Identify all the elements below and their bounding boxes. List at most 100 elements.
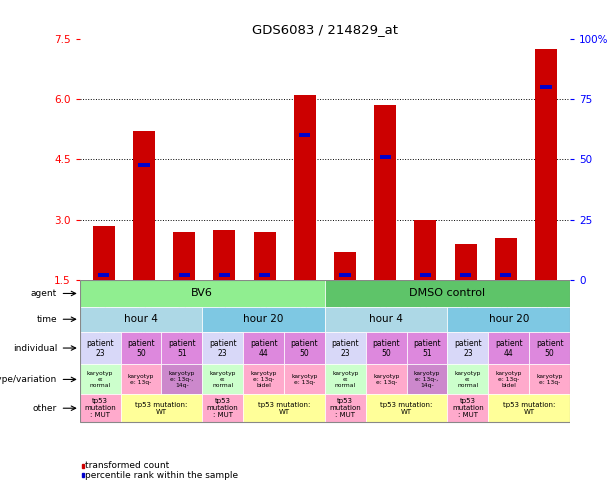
- Text: transformed count: transformed count: [85, 461, 170, 470]
- Text: patient
44: patient 44: [495, 339, 523, 357]
- Text: karyotyp
e:
normal: karyotyp e: normal: [210, 371, 236, 387]
- Text: time: time: [37, 315, 57, 324]
- Bar: [254, 232, 276, 280]
- Bar: [325, 364, 366, 395]
- Text: percentile rank within the sample: percentile rank within the sample: [85, 471, 238, 480]
- Bar: [161, 364, 202, 395]
- Bar: [80, 395, 121, 422]
- Bar: [420, 273, 431, 277]
- Bar: [299, 133, 310, 137]
- Bar: [334, 252, 356, 280]
- Text: karyotyp
e:
normal: karyotyp e: normal: [455, 371, 481, 387]
- Bar: [460, 273, 471, 277]
- Bar: [80, 307, 202, 332]
- Bar: [447, 307, 570, 332]
- Bar: [243, 332, 284, 364]
- Bar: [161, 332, 202, 364]
- Text: karyotyp
e: 13q-,
14q-: karyotyp e: 13q-, 14q-: [169, 371, 195, 387]
- Bar: [325, 307, 447, 332]
- Text: karyotyp
e: 13q-
bidel: karyotyp e: 13q- bidel: [250, 371, 277, 387]
- Bar: [489, 332, 529, 364]
- Bar: [366, 332, 406, 364]
- Bar: [133, 131, 155, 280]
- Bar: [495, 238, 517, 280]
- Bar: [447, 332, 489, 364]
- Text: hour 4: hour 4: [124, 314, 158, 324]
- Bar: [202, 395, 243, 422]
- Text: tp53
mutation
: MUT: tp53 mutation : MUT: [84, 398, 116, 418]
- Bar: [529, 364, 570, 395]
- Text: karyotyp
e:
normal: karyotyp e: normal: [87, 371, 113, 387]
- Bar: [98, 273, 110, 277]
- Text: hour 20: hour 20: [489, 314, 529, 324]
- Text: hour 4: hour 4: [369, 314, 403, 324]
- Bar: [489, 395, 570, 422]
- Bar: [447, 364, 489, 395]
- Bar: [243, 364, 284, 395]
- Bar: [80, 280, 570, 422]
- Bar: [500, 273, 511, 277]
- Text: tp53 mutation:
WT: tp53 mutation: WT: [503, 402, 555, 414]
- Text: patient
50: patient 50: [372, 339, 400, 357]
- Text: tp53 mutation:
WT: tp53 mutation: WT: [381, 402, 433, 414]
- Bar: [325, 332, 366, 364]
- Text: karyotyp
e: 13q-
bidel: karyotyp e: 13q- bidel: [495, 371, 522, 387]
- Text: DMSO control: DMSO control: [409, 288, 485, 298]
- Bar: [202, 307, 325, 332]
- Text: tp53
mutation
: MUT: tp53 mutation : MUT: [452, 398, 484, 418]
- Text: genotype/variation: genotype/variation: [0, 375, 57, 384]
- Text: patient
51: patient 51: [413, 339, 441, 357]
- Bar: [173, 232, 196, 280]
- Text: karyotyp
e: 13q-: karyotyp e: 13q-: [536, 374, 563, 385]
- Text: patient
23: patient 23: [86, 339, 114, 357]
- Bar: [202, 332, 243, 364]
- Bar: [535, 49, 557, 280]
- Bar: [406, 364, 447, 395]
- Bar: [82, 473, 84, 477]
- Text: patient
51: patient 51: [168, 339, 196, 357]
- Bar: [121, 364, 161, 395]
- Bar: [340, 273, 351, 277]
- Text: karyotyp
e: 13q-: karyotyp e: 13q-: [373, 374, 400, 385]
- Text: tp53
mutation
: MUT: tp53 mutation : MUT: [329, 398, 361, 418]
- Bar: [243, 395, 325, 422]
- Text: patient
50: patient 50: [536, 339, 563, 357]
- Text: karyotyp
e: 13q-: karyotyp e: 13q-: [291, 374, 318, 385]
- Bar: [489, 364, 529, 395]
- Text: patient
23: patient 23: [209, 339, 237, 357]
- Text: BV6: BV6: [191, 288, 213, 298]
- Text: patient
23: patient 23: [454, 339, 482, 357]
- Text: tp53 mutation:
WT: tp53 mutation: WT: [258, 402, 310, 414]
- Bar: [202, 364, 243, 395]
- Bar: [454, 244, 477, 280]
- Bar: [80, 280, 325, 307]
- Bar: [529, 332, 570, 364]
- Title: GDS6083 / 214829_at: GDS6083 / 214829_at: [252, 23, 398, 36]
- Bar: [374, 105, 396, 280]
- Bar: [447, 395, 489, 422]
- Text: patient
50: patient 50: [127, 339, 155, 357]
- Bar: [82, 464, 84, 468]
- Bar: [414, 220, 436, 280]
- Text: karyotyp
e: 13q-: karyotyp e: 13q-: [128, 374, 154, 385]
- Text: agent: agent: [31, 289, 57, 298]
- Text: hour 20: hour 20: [243, 314, 284, 324]
- Text: patient
44: patient 44: [249, 339, 278, 357]
- Bar: [366, 364, 406, 395]
- Bar: [325, 395, 366, 422]
- Bar: [366, 395, 447, 422]
- Bar: [284, 332, 325, 364]
- Text: patient
50: patient 50: [291, 339, 318, 357]
- Bar: [294, 95, 316, 280]
- Bar: [406, 332, 447, 364]
- Bar: [80, 364, 121, 395]
- Text: karyotyp
e:
normal: karyotyp e: normal: [332, 371, 359, 387]
- Text: karyotyp
e: 13q-,
14q-: karyotyp e: 13q-, 14q-: [414, 371, 440, 387]
- Bar: [80, 332, 121, 364]
- Bar: [259, 273, 270, 277]
- Bar: [219, 273, 230, 277]
- Bar: [121, 332, 161, 364]
- Bar: [284, 364, 325, 395]
- Bar: [325, 280, 570, 307]
- Text: individual: individual: [13, 343, 57, 353]
